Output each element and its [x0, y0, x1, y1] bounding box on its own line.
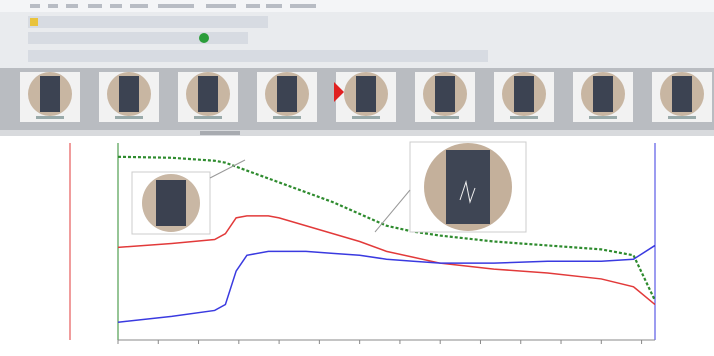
thumbnail-photo — [593, 76, 613, 112]
inset-photo — [131, 159, 246, 235]
scrollbar[interactable] — [0, 130, 714, 136]
thumbnail-caption — [115, 116, 143, 119]
thumbnail-photo — [119, 76, 139, 112]
series-line — [117, 155, 656, 302]
thumbnail-photo — [514, 76, 534, 112]
thumbnail-photo — [40, 76, 60, 112]
thumbnail-photo — [277, 76, 297, 112]
thumbnail-photo — [198, 76, 218, 112]
thumbnails[interactable] — [20, 72, 712, 122]
thumbnail-caption — [352, 116, 380, 119]
series-line — [117, 215, 656, 306]
thumbnail-photo — [672, 76, 692, 112]
series-line — [117, 244, 656, 324]
menu-items — [30, 4, 316, 8]
toolbar-icons[interactable] — [28, 16, 488, 62]
plot — [117, 155, 656, 344]
thumbnail-caption — [36, 116, 64, 119]
thumbnail-caption — [431, 116, 459, 119]
thumbnail-photo — [356, 76, 376, 112]
thumbnail-caption — [668, 116, 696, 119]
scroll-thumb[interactable] — [200, 131, 240, 135]
thumbnail-caption — [510, 116, 538, 119]
thumbnail-caption — [589, 116, 617, 119]
thumbnail-caption — [273, 116, 301, 119]
thumbnail-photo — [435, 76, 455, 112]
inset-photo — [374, 141, 527, 233]
menu-bar — [0, 0, 714, 12]
marker — [334, 82, 344, 102]
thumbnail-caption — [194, 116, 222, 119]
